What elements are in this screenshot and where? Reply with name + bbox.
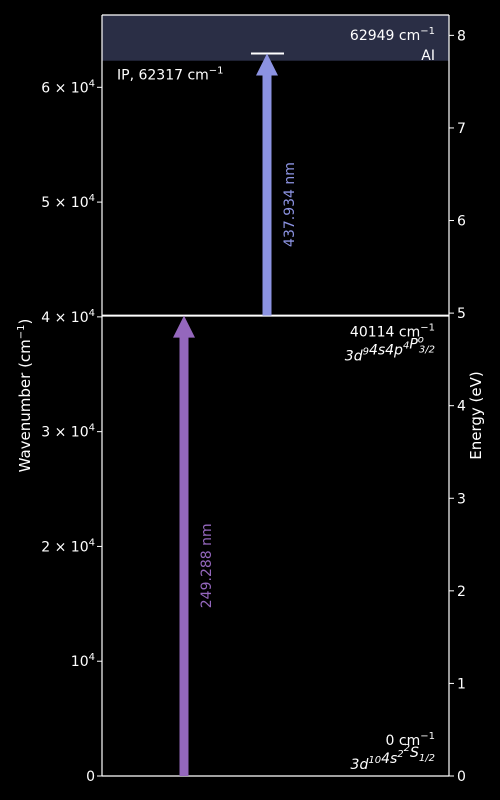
right-axis-label-text: Energy (eV)	[467, 371, 485, 459]
level-wavenumber-label: 40114 cm−1	[350, 323, 435, 341]
configuration-part: 4s	[381, 751, 397, 767]
transition-arrow-shaft	[262, 74, 272, 316]
left-tick-text: 2 × 10	[41, 539, 88, 555]
configuration-part: P	[409, 337, 418, 353]
right-tick-text: 3	[457, 491, 466, 507]
right-tick-text: 0	[457, 769, 466, 785]
left-tick-text: 5 × 10	[41, 195, 88, 211]
configuration-term-multiplicity: 2	[404, 743, 410, 754]
left-axis-label-end: )	[16, 319, 34, 325]
right-tick-label: 1	[457, 676, 466, 692]
left-tick-exponent: 4	[89, 423, 95, 434]
level-wavenumber-label: 0 cm−1	[386, 731, 435, 749]
configuration-subscript: 3/2	[419, 345, 435, 356]
right-tick-label: 0	[457, 769, 466, 785]
left-tick-exponent: 4	[89, 308, 95, 319]
right-tick-label: 8	[457, 28, 466, 44]
ionization-potential-label: IP, 62317 cm−1	[117, 66, 224, 84]
ionization-potential-text: IP, 62317 cm	[117, 68, 209, 84]
level-wavenumber-sup: −1	[420, 323, 435, 334]
configuration-superscript: 9	[363, 347, 369, 358]
left-tick-label: 5 × 104	[41, 193, 95, 211]
transition-arrow-head	[173, 315, 195, 338]
autoionizing-tag-text: AI	[421, 48, 435, 64]
left-tick-exponent: 4	[89, 537, 95, 548]
right-tick-label: 3	[457, 491, 466, 507]
transition-wavelength-text: 249.288 nm	[199, 523, 215, 608]
right-tick-text: 7	[457, 121, 466, 137]
right-tick-label: 7	[457, 121, 466, 137]
left-tick-label: 2 × 104	[41, 537, 95, 555]
autoionizing-tag: AI	[421, 48, 435, 64]
right-tick-label: 5	[457, 306, 466, 322]
left-tick-label: 6 × 104	[41, 78, 95, 96]
level-wavenumber-sup: −1	[420, 731, 435, 742]
ionization-potential-sup: −1	[209, 66, 224, 77]
right-tick-label: 4	[457, 399, 466, 415]
configuration-part: 4s4p	[369, 343, 403, 359]
right-tick-text: 4	[457, 399, 466, 415]
level-wavenumber-text: 40114 cm	[350, 325, 420, 341]
left-tick-label: 104	[71, 652, 95, 670]
level-wavenumber-label: 62949 cm−1	[350, 26, 435, 44]
configuration-subscript: 1/2	[419, 753, 435, 764]
configuration-superscript: o	[418, 335, 424, 346]
right-axis-label: Energy (eV)	[467, 371, 485, 459]
level-configuration-label: 3d104s22S1/2​	[351, 743, 435, 773]
transition-wavelength-label: 437.934 nm	[282, 162, 298, 247]
level-wavenumber-sup: −1	[420, 26, 435, 37]
left-tick-exponent: 4	[89, 78, 95, 89]
left-axis-label: Wavenumber (cm−1)	[16, 319, 34, 473]
configuration-part: S	[410, 745, 419, 761]
left-tick-exponent: 4	[89, 652, 95, 663]
right-tick-text: 1	[457, 676, 466, 692]
transition-wavelength-label: 249.288 nm	[199, 523, 215, 608]
left-tick-label: 3 × 104	[41, 423, 95, 441]
right-tick-label: 2	[457, 584, 466, 600]
right-tick-text: 2	[457, 584, 466, 600]
left-tick-text: 6 × 10	[41, 80, 88, 96]
configuration-superscript: 4	[403, 341, 409, 352]
level-wavenumber-text: 62949 cm	[350, 28, 420, 44]
left-tick-text: 4 × 10	[41, 310, 88, 326]
left-tick-label: 4 × 104	[41, 308, 95, 326]
left-tick-exponent: 4	[89, 193, 95, 204]
left-tick-label: 0	[86, 769, 95, 785]
left-tick-text: 3 × 10	[41, 425, 88, 441]
left-axis-label-text: Wavenumber (cm	[16, 339, 34, 472]
right-tick-label: 6	[457, 214, 466, 230]
level-wavenumber-text: 0 cm	[386, 733, 421, 749]
configuration-part: 3d	[351, 757, 369, 773]
transition-arrow-head	[256, 53, 278, 76]
transition-wavelength-text: 437.934 nm	[282, 162, 298, 247]
left-axis-label-sup: −1	[16, 324, 27, 339]
left-tick-text: 0	[86, 769, 95, 785]
right-tick-text: 8	[457, 28, 466, 44]
configuration-superscript: 10	[368, 755, 381, 766]
configuration-superscript: 2	[397, 749, 403, 760]
right-tick-text: 5	[457, 306, 466, 322]
configuration-part: 3d	[345, 349, 363, 365]
transition-arrow-shaft	[179, 336, 189, 776]
left-tick-text: 10	[71, 654, 89, 670]
right-tick-text: 6	[457, 214, 466, 230]
